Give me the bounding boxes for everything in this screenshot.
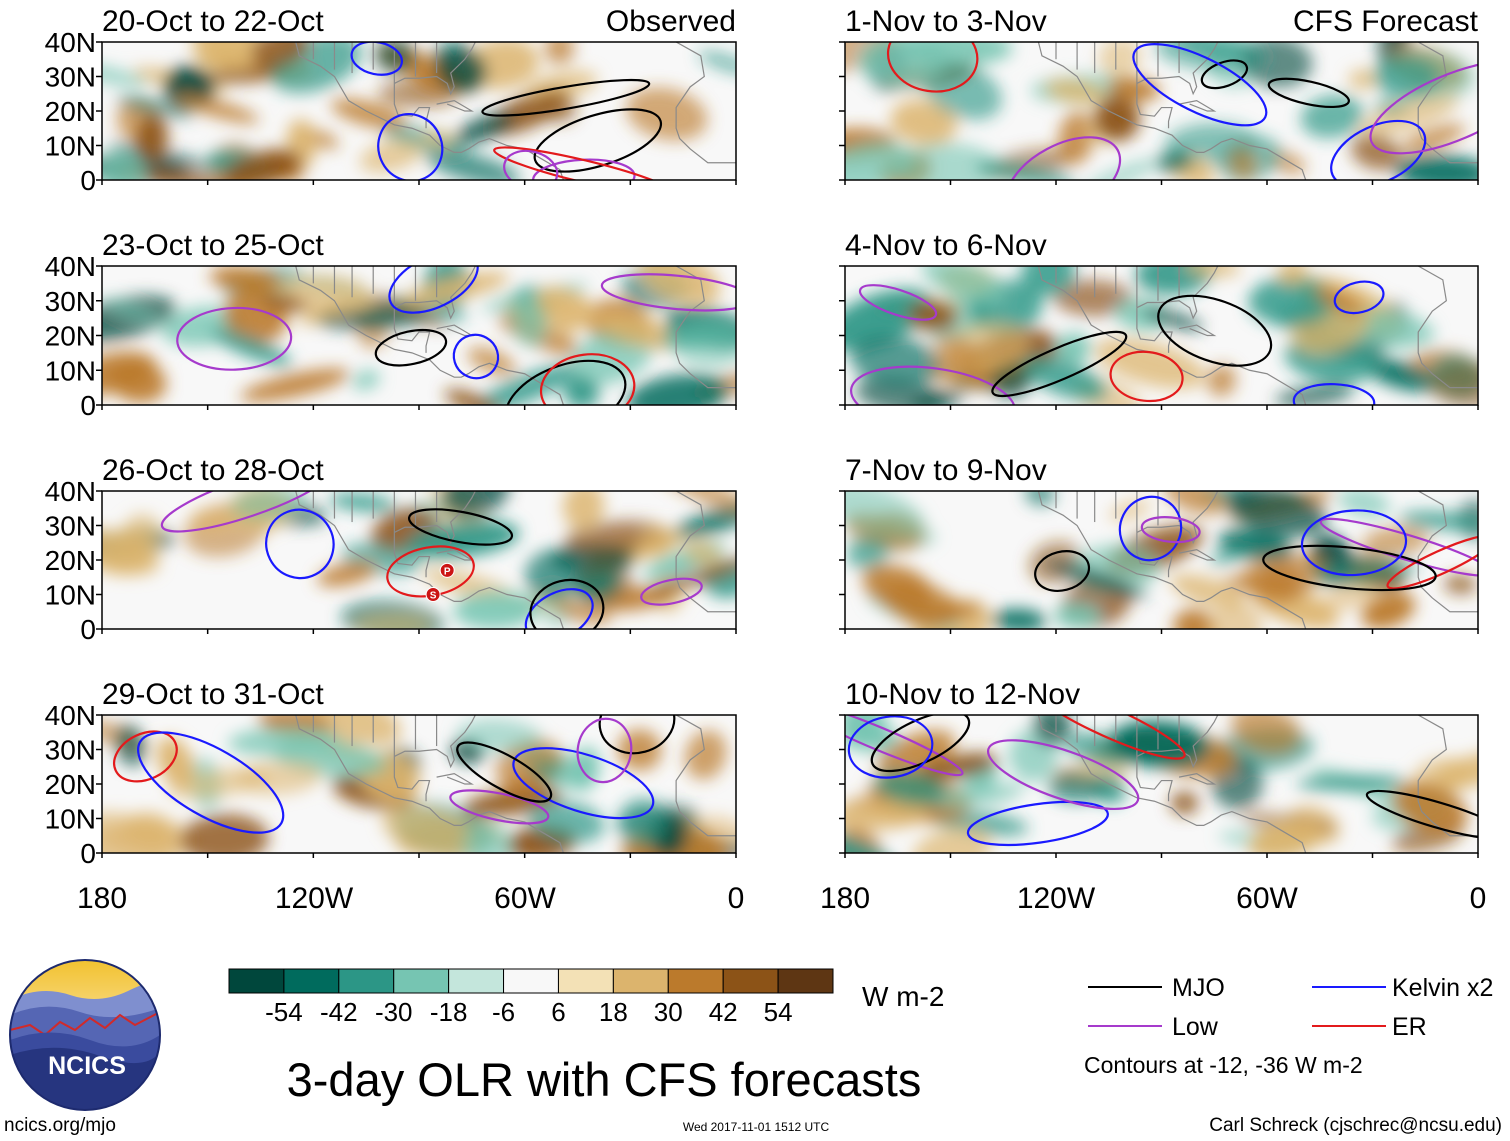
y-tick-label: 0: [80, 165, 96, 196]
x-axis-left: 180 120W 60W 0: [77, 882, 744, 915]
olr-anomaly-field: [845, 715, 1478, 853]
legend-label-er: ER: [1392, 1013, 1427, 1041]
colorbar-swatch: [777, 968, 834, 994]
map-panel: [839, 714, 1479, 858]
colorbar-swatch: [557, 968, 614, 994]
legend-label-mjo: MJO: [1172, 974, 1225, 1002]
panel-title-obs-4: 29-Oct to 31-Oct: [102, 678, 324, 711]
legend-label-low: Low: [1172, 1013, 1219, 1041]
colorbar-tick-label: 54: [764, 997, 793, 1027]
map-panel: [839, 265, 1479, 410]
olr-anomaly-field: [102, 491, 736, 629]
logo-text: NCICS: [48, 1052, 126, 1080]
y-tick-label: 40N: [45, 700, 96, 731]
y-tick-label: 0: [80, 614, 96, 645]
colorbar-tick-label: 42: [709, 997, 738, 1027]
panel-title-obs-3: 26-Oct to 28-Oct: [102, 454, 324, 487]
author-credit: Carl Schreck (cjschrec@ncsu.edu): [1209, 1115, 1502, 1136]
storm-marker-label: P: [444, 566, 451, 577]
y-tick-label: 10N: [45, 355, 96, 386]
y-tick-label: 20N: [45, 96, 96, 127]
storm-marker-label: S: [430, 591, 437, 602]
ncics-logo: NCICS: [9, 959, 161, 1111]
x-tick-label: 120W: [1017, 882, 1096, 915]
x-tick-label: 60W: [494, 882, 556, 915]
colorbar-swatch: [228, 968, 285, 994]
map-panel: [839, 41, 1479, 185]
x-axis-right: 180 120W 60W 0: [820, 882, 1486, 915]
y-tick-label: 40N: [45, 27, 96, 58]
x-tick-label: 120W: [275, 882, 354, 915]
x-tick-label: 0: [728, 882, 745, 915]
y-tick-label: 20N: [45, 545, 96, 576]
y-tick-label: 0: [80, 390, 96, 421]
storm-marker: [439, 562, 455, 578]
y-tick-label: 10N: [45, 131, 96, 162]
colorbar-units: W m-2: [862, 981, 944, 1012]
y-tick-label: 10N: [45, 804, 96, 835]
y-tick-label: 40N: [45, 251, 96, 282]
colorbar-tick-label: -54: [265, 997, 303, 1027]
panel-title-fcst-2: 4-Nov to 6-Nov: [845, 229, 1047, 262]
column-header-observed: Observed: [606, 5, 736, 38]
colorbar-tick-label: 30: [654, 997, 683, 1027]
y-tick-label: 0: [80, 838, 96, 869]
legend-label-kelvin: Kelvin x2: [1392, 974, 1493, 1002]
colorbar-swatch: [283, 968, 340, 994]
y-tick-label: 20N: [45, 321, 96, 352]
colorbar-tick-label: -42: [320, 997, 358, 1027]
olr-anomaly-field: [102, 42, 736, 180]
figure-title: 3-day OLR with CFS forecasts: [287, 1053, 922, 1106]
colorbar-tick-label: -30: [375, 997, 413, 1027]
panel-title-fcst-3: 7-Nov to 9-Nov: [845, 454, 1047, 487]
timestamp: Wed 2017-11-01 1512 UTC: [683, 1120, 830, 1134]
y-tick-label: 20N: [45, 769, 96, 800]
colorbar-swatch: [503, 968, 559, 994]
colorbar-swatch: [722, 968, 779, 994]
colorbar: -54 -42 -30 -18 -6 6 18 30 42 54: [228, 968, 834, 1027]
panel-title-fcst-4: 10-Nov to 12-Nov: [845, 678, 1080, 711]
colorbar-tick-label: -18: [430, 997, 468, 1027]
olr-anomaly-field: [845, 266, 1478, 405]
y-tick-label: 30N: [45, 286, 96, 317]
olr-anomaly-field: [845, 491, 1478, 629]
panel-title-fcst-1: 1-Nov to 3-Nov: [845, 5, 1047, 38]
colorbar-tick-label: 18: [599, 997, 628, 1027]
y-tick-label: 40N: [45, 476, 96, 507]
map-panel: [839, 490, 1479, 634]
colorbar-swatch: [448, 968, 505, 994]
colorbar-swatch: [338, 968, 395, 994]
colorbar-swatch: [393, 968, 450, 994]
y-tick-label: 30N: [45, 511, 96, 542]
x-tick-label: 0: [1470, 882, 1487, 915]
panel-title-obs-2: 23-Oct to 25-Oct: [102, 229, 324, 262]
y-tick-label: 10N: [45, 580, 96, 611]
colorbar-tick-label: 6: [551, 997, 565, 1027]
y-tick-label: 30N: [45, 62, 96, 93]
olr-anomaly-field: [845, 42, 1478, 180]
storm-marker: [425, 587, 441, 602]
colorbar-swatch: [667, 968, 724, 994]
column-header-forecast: CFS Forecast: [1293, 5, 1479, 38]
x-tick-label: 180: [77, 882, 127, 915]
legend-contour-note: Contours at -12, -36 W m-2: [1084, 1052, 1363, 1078]
y-tick-label: 30N: [45, 735, 96, 766]
website-link[interactable]: ncics.org/mjo: [4, 1115, 116, 1136]
colorbar-swatch: [612, 968, 669, 994]
olr-anomaly-field: [102, 715, 736, 853]
olr-anomaly-field: [102, 266, 736, 405]
legend: MJO Kelvin x2 Low ER Contours at -12, -3…: [1084, 974, 1493, 1078]
colorbar-tick-label: -6: [492, 997, 515, 1027]
panel-title-obs-1: 20-Oct to 22-Oct: [102, 5, 324, 38]
x-tick-label: 180: [820, 882, 870, 915]
x-tick-label: 60W: [1236, 882, 1298, 915]
